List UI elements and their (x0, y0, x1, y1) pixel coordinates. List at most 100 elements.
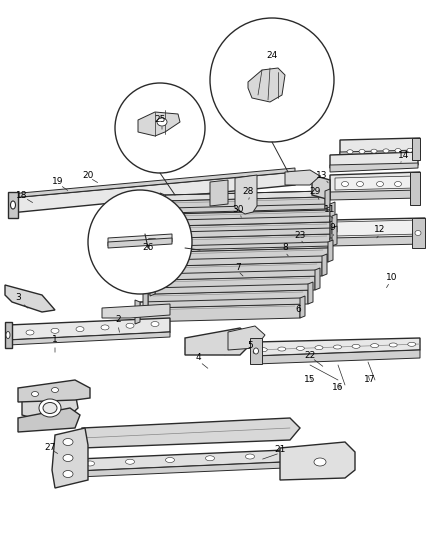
Polygon shape (150, 272, 155, 296)
Circle shape (210, 18, 334, 142)
Polygon shape (5, 322, 12, 348)
Ellipse shape (151, 321, 159, 327)
Text: 8: 8 (282, 244, 288, 253)
Ellipse shape (407, 148, 413, 152)
Polygon shape (170, 248, 328, 266)
Text: 28: 28 (242, 188, 254, 197)
Polygon shape (8, 318, 170, 340)
Ellipse shape (39, 399, 61, 417)
Text: 10: 10 (386, 273, 398, 282)
Ellipse shape (377, 182, 384, 187)
Text: 30: 30 (232, 206, 244, 214)
Polygon shape (148, 284, 308, 294)
Ellipse shape (357, 182, 364, 187)
Polygon shape (102, 304, 170, 318)
Polygon shape (135, 300, 140, 324)
Text: 12: 12 (374, 225, 386, 235)
Polygon shape (175, 228, 332, 238)
Polygon shape (250, 338, 262, 364)
Polygon shape (330, 172, 420, 195)
Text: 15: 15 (304, 376, 316, 384)
Ellipse shape (101, 325, 109, 330)
Ellipse shape (259, 348, 267, 352)
Polygon shape (210, 180, 228, 206)
Ellipse shape (254, 348, 258, 354)
Polygon shape (165, 244, 170, 268)
Ellipse shape (371, 149, 377, 153)
Text: 18: 18 (16, 190, 28, 199)
Text: 26: 26 (142, 244, 154, 253)
Polygon shape (412, 218, 425, 248)
Ellipse shape (76, 327, 84, 332)
Ellipse shape (395, 182, 402, 187)
Ellipse shape (205, 456, 215, 461)
Polygon shape (138, 112, 180, 136)
Polygon shape (312, 175, 330, 200)
Text: 11: 11 (324, 206, 336, 214)
Text: 19: 19 (52, 177, 64, 187)
Ellipse shape (26, 330, 34, 335)
Text: 29: 29 (309, 188, 321, 197)
Ellipse shape (389, 343, 397, 347)
Polygon shape (410, 172, 420, 205)
Polygon shape (185, 328, 255, 355)
Ellipse shape (63, 455, 73, 462)
Polygon shape (330, 163, 418, 172)
Ellipse shape (11, 201, 15, 209)
Polygon shape (162, 256, 322, 266)
Text: 1: 1 (52, 335, 58, 344)
Ellipse shape (383, 149, 389, 153)
Text: 9: 9 (329, 223, 335, 232)
Polygon shape (165, 206, 170, 228)
Polygon shape (170, 242, 328, 252)
Polygon shape (175, 216, 332, 226)
Polygon shape (228, 326, 265, 350)
Polygon shape (330, 218, 425, 240)
Text: 7: 7 (235, 262, 241, 271)
Ellipse shape (347, 150, 353, 154)
Text: 17: 17 (364, 376, 376, 384)
Ellipse shape (342, 182, 349, 187)
Polygon shape (335, 176, 415, 190)
Polygon shape (55, 450, 285, 472)
Polygon shape (235, 175, 257, 214)
Polygon shape (170, 210, 330, 226)
Ellipse shape (32, 392, 39, 397)
Polygon shape (108, 234, 172, 246)
Polygon shape (255, 338, 420, 356)
Polygon shape (55, 462, 285, 478)
Text: 6: 6 (295, 305, 301, 314)
Polygon shape (340, 138, 420, 155)
Text: 23: 23 (294, 230, 306, 239)
Ellipse shape (157, 118, 167, 126)
Polygon shape (325, 189, 330, 209)
Polygon shape (157, 258, 162, 282)
Ellipse shape (359, 149, 365, 154)
Text: 2: 2 (115, 316, 121, 325)
Ellipse shape (51, 328, 59, 333)
Polygon shape (10, 172, 295, 213)
Ellipse shape (352, 344, 360, 349)
Polygon shape (330, 152, 418, 168)
Ellipse shape (371, 344, 378, 348)
Ellipse shape (278, 347, 286, 351)
Polygon shape (412, 138, 420, 160)
Text: 4: 4 (195, 353, 201, 362)
Polygon shape (322, 254, 327, 276)
Polygon shape (285, 170, 320, 185)
Ellipse shape (314, 458, 326, 466)
Polygon shape (165, 197, 325, 213)
Text: 20: 20 (82, 171, 94, 180)
Polygon shape (140, 298, 300, 308)
Polygon shape (328, 240, 333, 262)
Polygon shape (330, 202, 335, 222)
Polygon shape (10, 168, 295, 198)
Polygon shape (330, 190, 420, 200)
Polygon shape (335, 220, 420, 236)
Polygon shape (332, 226, 337, 246)
Polygon shape (255, 350, 420, 364)
Polygon shape (248, 68, 285, 102)
Ellipse shape (126, 459, 134, 464)
Polygon shape (165, 191, 325, 201)
Circle shape (115, 83, 205, 173)
